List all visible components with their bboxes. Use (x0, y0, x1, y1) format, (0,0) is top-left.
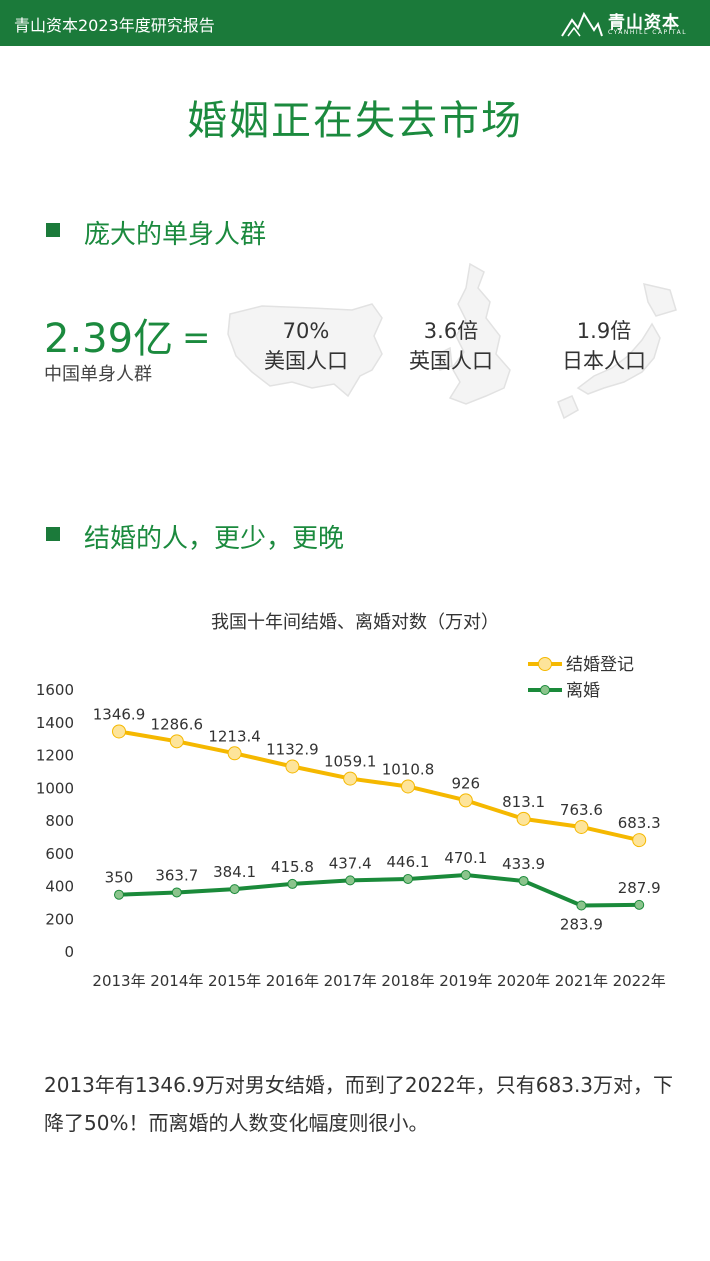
section-heading-text: 庞大的单身人群 (84, 220, 267, 250)
data-label: 813.1 (502, 793, 545, 811)
data-label: 1346.9 (93, 705, 146, 723)
data-point (343, 771, 358, 786)
stat-uk: 3.6倍 英国人口 (381, 316, 521, 376)
data-label: 470.1 (444, 849, 487, 867)
uk-map-icon (437, 262, 511, 405)
y-tick-label: 1200 (36, 747, 74, 765)
y-tick-label: 400 (45, 878, 74, 896)
japan-map-icon (557, 283, 677, 420)
x-tick-label: 2014年 (150, 972, 203, 990)
stat-label: 美国人口 (264, 349, 348, 373)
data-label: 283.9 (560, 916, 603, 934)
summary-paragraph: 2013年有1346.9万对男女结婚，而到了2022年，只有683.3万对，下降… (44, 1073, 674, 1135)
y-tick-label: 0 (64, 943, 74, 961)
stat-japan: 1.9倍 日本人口 (534, 316, 674, 376)
square-bullet-icon (46, 223, 60, 237)
marriage-divorce-line-chart: 0 200 400 600 800 1000 1200 1400 1600 2013年 2014年 2… (36, 655, 666, 990)
singles-label: 中国单身人群 (44, 364, 152, 385)
x-tick-label: 2013年 (92, 972, 145, 990)
y-tick-label: 1400 (36, 714, 74, 732)
data-point (401, 779, 415, 794)
stat-label: 日本人口 (562, 349, 646, 373)
section-heading-text: 结婚的人，更少，更晚 (84, 524, 345, 554)
mountain-logo-icon (561, 11, 603, 37)
stat-label: 英国人口 (409, 349, 493, 373)
series-line-divorce (118, 873, 640, 908)
data-label: 683.3 (618, 814, 661, 832)
chart-title: 我国十年间结婚、离婚对数（万对） (211, 612, 499, 633)
data-point (169, 734, 184, 749)
data-label: 384.1 (213, 863, 256, 881)
data-point (516, 811, 531, 826)
data-point (574, 819, 589, 834)
data-label: 433.9 (502, 855, 545, 873)
x-tick-label: 2019年 (439, 972, 492, 990)
data-point (634, 899, 645, 910)
stat-value: 1.9倍 (576, 319, 632, 343)
data-label: 1213.4 (208, 727, 261, 745)
data-point (518, 875, 529, 886)
stat-usa: 70% 美国人口 (236, 316, 376, 376)
data-point (227, 746, 242, 761)
data-point (460, 870, 471, 881)
x-tick-label: 2022年 (613, 972, 666, 990)
page-title: 婚姻正在失去市场 (187, 98, 523, 144)
report-title: 青山资本2023年度研究报告 (14, 16, 215, 35)
legend-swatch-marker (538, 657, 552, 671)
data-point (112, 724, 126, 739)
data-label: 350 (105, 869, 134, 887)
data-point (403, 873, 413, 884)
y-tick-label: 800 (45, 812, 74, 830)
x-tick-label: 2018年 (381, 972, 434, 990)
data-point (114, 889, 124, 900)
data-point (632, 833, 647, 848)
legend-swatch-marker (540, 685, 550, 695)
y-tick-label: 1600 (36, 681, 74, 699)
data-label: 446.1 (387, 853, 430, 871)
data-point (229, 884, 240, 895)
data-point (287, 878, 298, 889)
stat-value: 3.6倍 (423, 319, 479, 343)
legend-label: 离婚 (566, 681, 600, 701)
y-tick-label: 1000 (36, 779, 74, 797)
logo-english: CYANHILL CAPITAL (608, 29, 688, 36)
legend-label: 结婚登记 (566, 655, 634, 675)
data-point (576, 900, 587, 911)
data-label: 415.8 (271, 858, 314, 876)
singles-big-number: 2.39亿 (44, 316, 174, 362)
usa-map-icon (227, 303, 383, 398)
data-label: 1286.6 (151, 715, 204, 733)
data-label: 763.6 (560, 801, 603, 819)
data-point (285, 759, 300, 774)
x-tick-label: 2021年 (555, 972, 608, 990)
data-label: 437.4 (329, 854, 372, 872)
stat-value: 70% (282, 319, 330, 343)
x-tick-label: 2015年 (208, 972, 261, 990)
data-label: 363.7 (155, 866, 198, 884)
data-point (458, 793, 473, 808)
data-label: 287.9 (618, 879, 661, 897)
data-label: 1010.8 (382, 760, 435, 778)
square-bullet-icon (46, 527, 60, 541)
logo-chinese: 青山资本 (608, 13, 680, 33)
data-point (171, 887, 182, 898)
series-line-marriage (118, 729, 640, 843)
data-label: 926 (451, 774, 480, 792)
data-label: 1059.1 (324, 753, 377, 771)
data-label: 1132.9 (266, 740, 319, 758)
y-tick-label: 200 (45, 910, 74, 928)
x-tick-label: 2017年 (324, 972, 377, 990)
brand-logo: 青山资本 CYANHILL CAPITAL (560, 6, 690, 40)
data-point (345, 875, 356, 886)
y-tick-label: 600 (45, 845, 74, 863)
equals-sign: = (182, 318, 211, 358)
header-bar: 青山资本2023年度研究报告 青山资本 CYANHILL CAPITAL (0, 0, 710, 46)
x-tick-label: 2020年 (497, 972, 550, 990)
x-tick-label: 2016年 (266, 972, 319, 990)
